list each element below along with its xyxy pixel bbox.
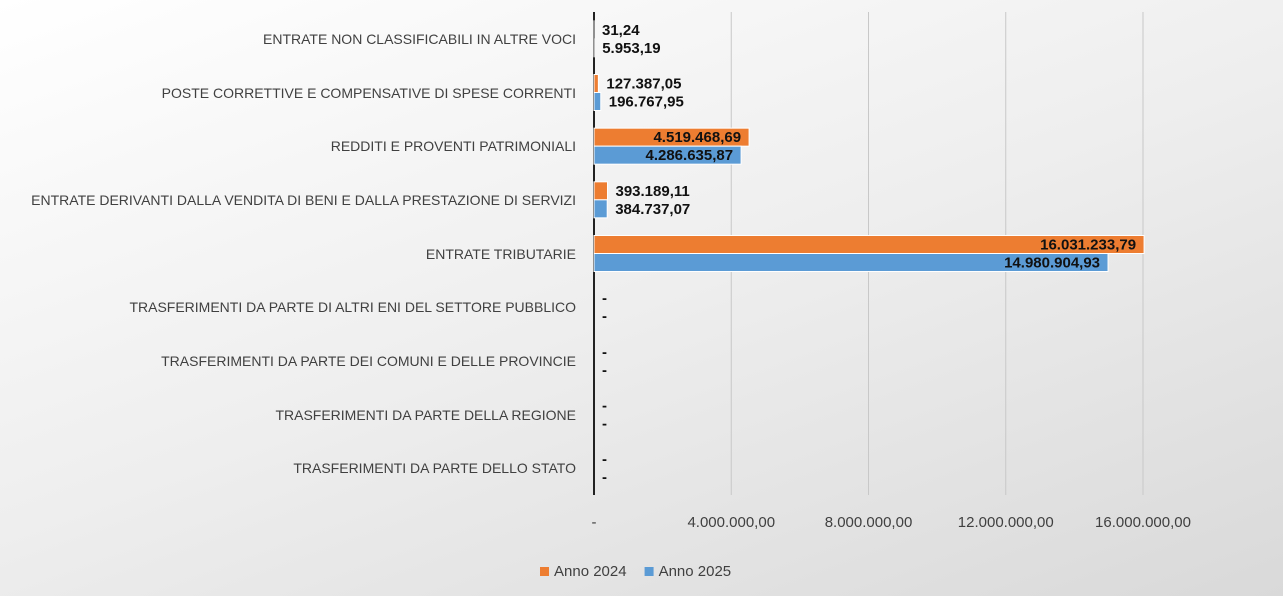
x-tick-label: 16.000.000,00	[1095, 514, 1191, 531]
data-label: 4.286.635,87	[645, 147, 733, 164]
category-label: TRASFERIMENTI DA PARTE DELLA REGIONE	[275, 406, 576, 423]
data-label: -	[602, 451, 607, 468]
category-label: TRASFERIMENTI DA PARTE DI ALTRI ENI DEL …	[129, 299, 576, 316]
category-label: TRASFERIMENTI DA PARTE DEI COMUNI E DELL…	[161, 352, 576, 369]
category-label: ENTRATE TRIBUTARIE	[425, 245, 576, 262]
data-label: -	[602, 397, 607, 414]
data-label: 31,24	[602, 22, 640, 39]
bar	[593, 145, 742, 165]
bar	[593, 74, 599, 93]
category-label: TRASFERIMENTI DA PARTE DELLO STATO	[293, 460, 576, 477]
bar	[593, 199, 608, 219]
data-label: 393.189,11	[615, 183, 689, 200]
data-label: 14.980.904,93	[1004, 254, 1100, 271]
data-label: 384.737,07	[615, 201, 690, 218]
x-tick-label: 8.000.000,00	[825, 514, 913, 531]
legend-label: Anno 2025	[659, 563, 732, 580]
category-label: ENTRATE DERIVANTI DALLA VENDITA DI BENI …	[31, 191, 576, 208]
category-label: POSTE CORRETTIVE E COMPENSATIVE DI SPESE…	[161, 84, 576, 101]
data-label: 4.519.468,69	[653, 129, 741, 146]
data-label: 127.387,05	[606, 75, 681, 92]
data-label: 16.031.233,79	[1040, 236, 1136, 253]
data-label: -	[602, 290, 607, 307]
category-label: REDDITI E PROVENTI PATRIMONIALI	[330, 138, 576, 155]
bar	[593, 253, 1109, 272]
legend-swatch	[540, 567, 549, 576]
legend-label: Anno 2024	[554, 563, 627, 580]
data-label: -	[602, 308, 607, 325]
legend-swatch	[644, 567, 654, 576]
x-tick-label: 4.000.000,00	[687, 514, 775, 531]
data-label: -	[602, 362, 607, 379]
data-label: 196.767,95	[609, 93, 684, 110]
x-tick-label: -	[592, 514, 597, 531]
data-label: -	[602, 415, 607, 432]
x-tick-label: 12.000.000,00	[958, 514, 1054, 531]
data-label: 5.953,19	[602, 40, 660, 57]
data-label: -	[602, 469, 607, 486]
bar	[593, 181, 608, 201]
data-label: -	[602, 344, 607, 361]
category-label: ENTRATE NON CLASSIFICABILI IN ALTRE VOCI	[263, 30, 576, 47]
bar	[593, 92, 602, 111]
